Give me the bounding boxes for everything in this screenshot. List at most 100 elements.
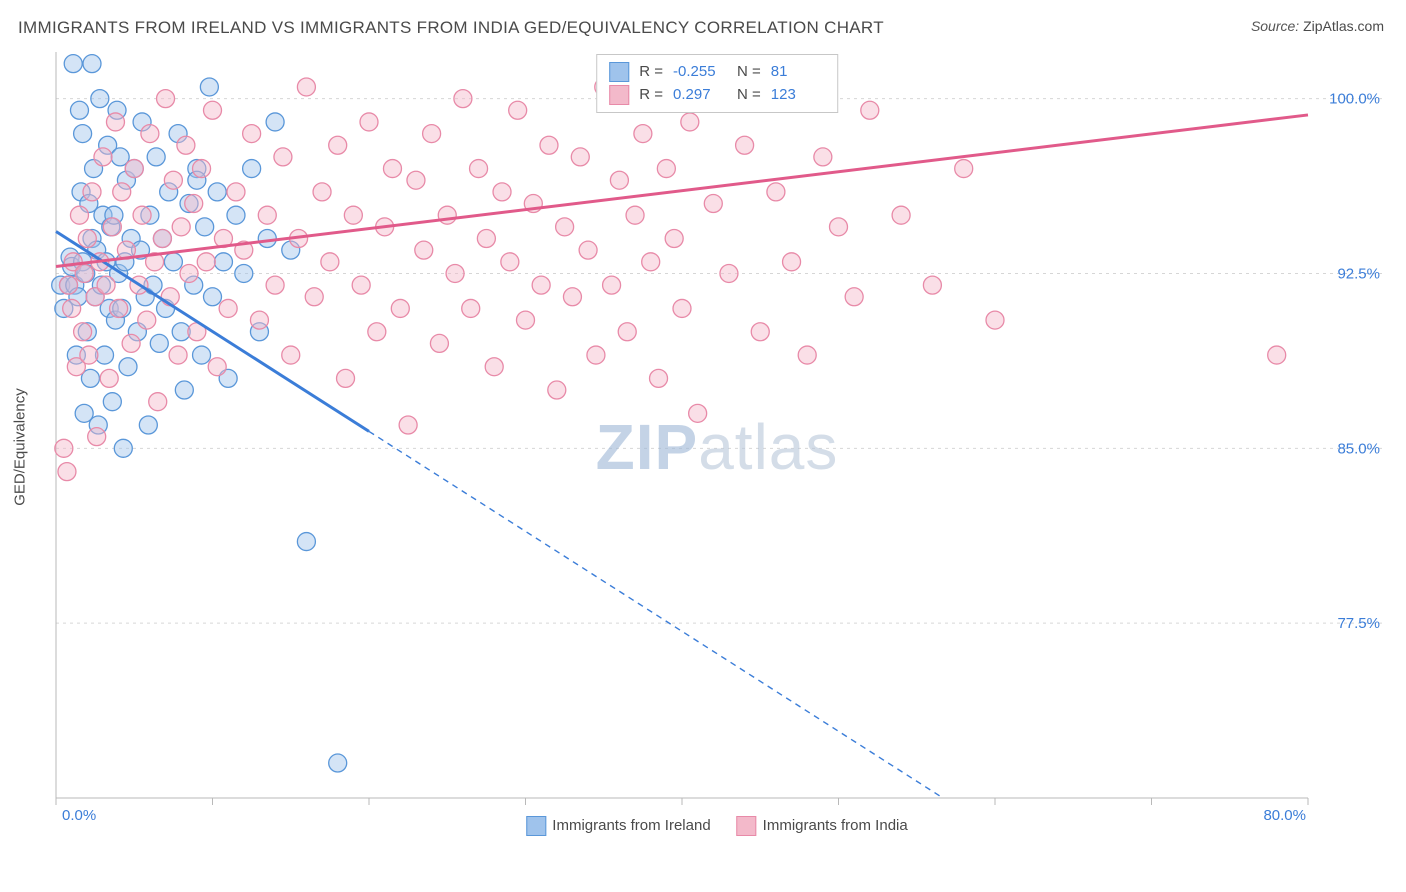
data-point xyxy=(477,230,495,248)
data-point xyxy=(986,311,1004,329)
data-point xyxy=(673,299,691,317)
data-point xyxy=(100,369,118,387)
data-point xyxy=(626,206,644,224)
data-point xyxy=(305,288,323,306)
data-point xyxy=(736,136,754,154)
data-point xyxy=(642,253,660,271)
y-axis-label: GED/Equivalency xyxy=(12,388,29,506)
data-point xyxy=(1268,346,1286,364)
y-tick-label: 92.5% xyxy=(1337,265,1380,282)
legend-swatch-icon xyxy=(737,816,757,836)
data-point xyxy=(113,183,131,201)
data-point xyxy=(70,101,88,119)
data-point xyxy=(266,113,284,131)
data-point xyxy=(462,299,480,317)
legend-bottom: Immigrants from Ireland Immigrants from I… xyxy=(526,816,907,836)
data-point xyxy=(63,299,81,317)
data-point xyxy=(556,218,574,236)
data-point xyxy=(175,381,193,399)
data-point xyxy=(618,323,636,341)
data-point xyxy=(282,346,300,364)
data-point xyxy=(78,230,96,248)
y-tick-label: 100.0% xyxy=(1329,91,1380,108)
data-point xyxy=(219,299,237,317)
data-point xyxy=(83,183,101,201)
data-point xyxy=(720,264,738,282)
source-attribution: Source: ZipAtlas.com xyxy=(1251,18,1384,34)
stat-r-value: 0.297 xyxy=(673,83,727,106)
data-point xyxy=(60,276,78,294)
data-point xyxy=(169,346,187,364)
stat-r-label: R = xyxy=(639,83,663,106)
data-point xyxy=(313,183,331,201)
data-point xyxy=(485,358,503,376)
data-point xyxy=(55,439,73,457)
data-point xyxy=(391,299,409,317)
data-point xyxy=(74,125,92,143)
data-point xyxy=(125,160,143,178)
data-point xyxy=(243,125,261,143)
data-point xyxy=(344,206,362,224)
data-point xyxy=(407,171,425,189)
data-point xyxy=(243,160,261,178)
data-point xyxy=(360,113,378,131)
data-point xyxy=(103,393,121,411)
data-point xyxy=(180,264,198,282)
data-point xyxy=(274,148,292,166)
y-tick-label: 85.0% xyxy=(1337,440,1380,457)
data-point xyxy=(923,276,941,294)
data-point xyxy=(830,218,848,236)
data-point xyxy=(122,334,140,352)
legend-swatch-icon xyxy=(526,816,546,836)
stats-row: R =0.297N =123 xyxy=(609,83,825,106)
data-point xyxy=(197,253,215,271)
data-point xyxy=(814,148,832,166)
data-point xyxy=(329,136,347,154)
data-point xyxy=(337,369,355,387)
stat-n-value: 81 xyxy=(771,60,825,83)
data-point xyxy=(88,428,106,446)
data-point xyxy=(204,288,222,306)
data-point xyxy=(91,90,109,108)
legend-swatch-icon xyxy=(609,85,629,105)
data-point xyxy=(751,323,769,341)
data-point xyxy=(193,160,211,178)
data-point xyxy=(94,148,112,166)
stats-row: R =-0.255N =81 xyxy=(609,60,825,83)
data-point xyxy=(266,276,284,294)
data-point xyxy=(571,148,589,166)
chart-title: IMMIGRANTS FROM IRELAND VS IMMIGRANTS FR… xyxy=(18,18,884,38)
stat-r-label: R = xyxy=(639,60,663,83)
data-point xyxy=(64,55,82,73)
data-point xyxy=(235,264,253,282)
data-point xyxy=(141,125,159,143)
data-point xyxy=(227,206,245,224)
data-point xyxy=(110,299,128,317)
data-point xyxy=(704,195,722,213)
data-point xyxy=(430,334,448,352)
data-point xyxy=(147,148,165,166)
data-point xyxy=(75,264,93,282)
data-point xyxy=(493,183,511,201)
legend-item: Immigrants from India xyxy=(737,816,908,836)
data-point xyxy=(149,393,167,411)
data-point xyxy=(657,160,675,178)
y-tick-label: 77.5% xyxy=(1337,615,1380,632)
data-point xyxy=(509,101,527,119)
data-point xyxy=(548,381,566,399)
data-point xyxy=(58,463,76,481)
data-point xyxy=(446,264,464,282)
data-point xyxy=(297,78,315,96)
data-point xyxy=(172,218,190,236)
data-point xyxy=(74,323,92,341)
data-point xyxy=(650,369,668,387)
data-point xyxy=(610,171,628,189)
data-point xyxy=(861,101,879,119)
data-point xyxy=(438,206,456,224)
data-point xyxy=(329,754,347,772)
data-point xyxy=(845,288,863,306)
source-label: Source: xyxy=(1251,18,1299,34)
data-point xyxy=(153,230,171,248)
data-point xyxy=(689,404,707,422)
legend-item: Immigrants from Ireland xyxy=(526,816,710,836)
